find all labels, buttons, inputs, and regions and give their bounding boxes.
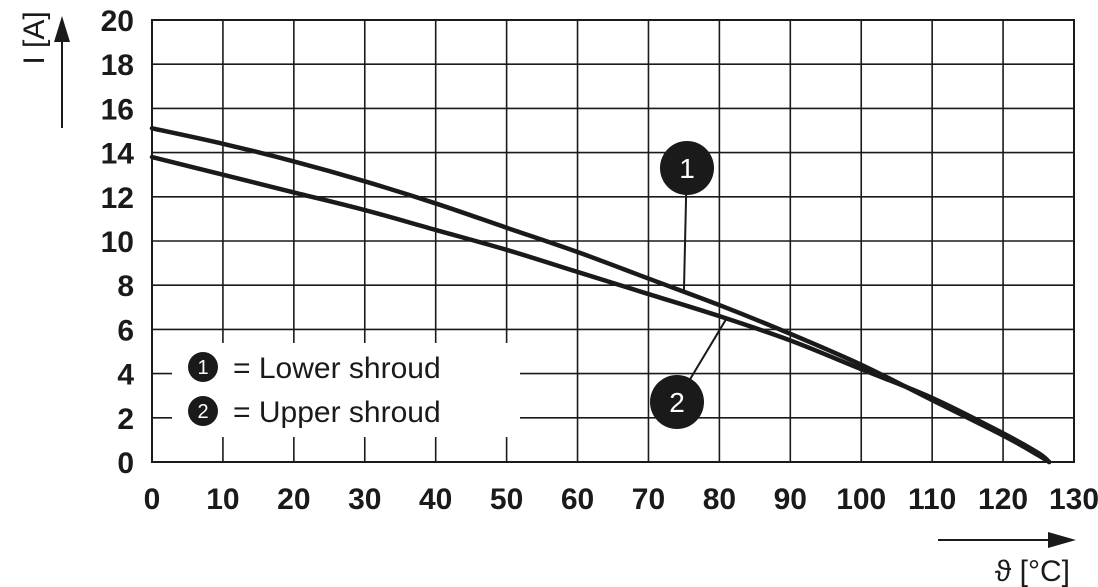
x-tick-label: 120 <box>978 483 1028 516</box>
y-tick-label: 10 <box>101 226 134 259</box>
grid <box>151 19 1075 463</box>
x-tick-label: 90 <box>774 483 807 516</box>
callout-label-2: 2 <box>669 387 685 418</box>
x-tick-label: 110 <box>908 483 956 516</box>
y-tick-label: 20 <box>101 5 134 38</box>
x-tick-label: 130 <box>1049 483 1098 516</box>
x-tick-label: 30 <box>348 483 381 516</box>
callout-label-1: 1 <box>679 153 695 184</box>
legend-marker-2 <box>188 396 218 426</box>
y-tick-label: 14 <box>101 138 135 171</box>
x-tick-label: 0 <box>144 483 161 516</box>
series-line-1 <box>149 126 1052 465</box>
legend: 1 = Lower shroud 2 = Upper shroud <box>172 343 520 437</box>
x-tick-label: 60 <box>561 483 594 516</box>
x-tick-label: 80 <box>703 483 736 516</box>
legend-entry-2: = Upper shroud <box>233 396 441 429</box>
legend-marker-label-2: 2 <box>197 401 208 423</box>
callout-leader-2 <box>688 318 728 381</box>
x-tick-label: 70 <box>632 483 665 516</box>
legend-entry-1: = Lower shroud <box>233 352 441 385</box>
y-tick-label: 6 <box>117 314 134 347</box>
y-tick-label: 8 <box>117 270 134 303</box>
axis-titles: I [A] ϑ [°C] <box>18 11 1076 587</box>
y-axis-title: I [A] <box>18 11 51 64</box>
y-tick-label: 2 <box>117 403 134 436</box>
x-tick-label: 10 <box>206 483 239 516</box>
callout-circle-2 <box>650 375 704 429</box>
legend-box <box>172 343 520 437</box>
y-tick-label: 0 <box>117 447 134 480</box>
series-line-2 <box>149 154 1052 465</box>
callout-circle-1 <box>660 141 714 195</box>
x-axis-arrow-head <box>1048 532 1076 548</box>
legend-marker-1 <box>188 352 218 382</box>
x-tick-label: 100 <box>836 483 886 516</box>
series-lines <box>149 126 1052 465</box>
x-axis-title: ϑ [°C] <box>995 555 1070 587</box>
x-tick-label: 50 <box>490 483 523 516</box>
y-tick-label: 16 <box>101 93 134 126</box>
legend-marker-label-1: 1 <box>197 357 208 379</box>
callouts: 12 <box>650 141 728 429</box>
plot-frame <box>151 19 1075 463</box>
callout-leader-1 <box>682 189 688 292</box>
y-tick-label: 18 <box>101 49 134 82</box>
x-tick-label: 40 <box>419 483 452 516</box>
y-axis-arrow-head <box>54 16 70 42</box>
y-tick-label: 12 <box>101 182 134 215</box>
x-tick-label: 20 <box>277 483 310 516</box>
y-tick-label: 4 <box>117 359 134 392</box>
